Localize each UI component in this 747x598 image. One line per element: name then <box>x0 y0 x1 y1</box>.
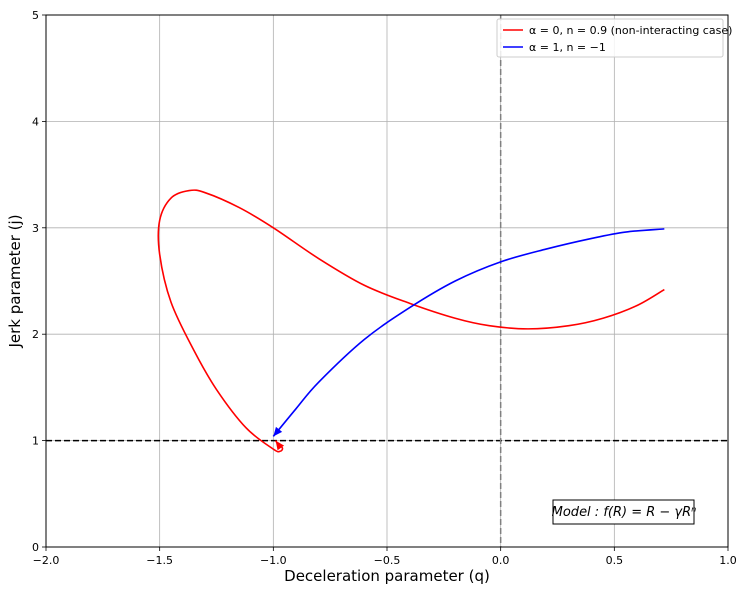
series-2-arrowhead <box>273 426 283 437</box>
legend-label-2: α = 1, n = −1 <box>529 41 606 54</box>
y-tick-label: 3 <box>32 222 39 235</box>
x-tick-label: −2.0 <box>33 554 60 567</box>
legend-box <box>496 18 724 58</box>
y-axis-label: Jerk parameter (j) <box>6 214 24 348</box>
series-2-line <box>272 228 665 437</box>
series-1-line <box>157 189 665 453</box>
annotation-text: Model : f(R) = R − γRⁿ <box>552 505 697 520</box>
model-annotation: Model : f(R) = R − γRⁿ <box>552 499 697 525</box>
series-layer <box>157 189 665 453</box>
x-tick-label: 1.0 <box>719 554 737 567</box>
x-axis-label: Deceleration parameter (q) <box>284 567 490 585</box>
series-1-arrowhead <box>275 440 285 451</box>
y-tick-label: 1 <box>32 435 39 448</box>
y-tick-label: 2 <box>32 328 39 341</box>
y-tick-label: 4 <box>32 115 39 128</box>
y-tick-label: 5 <box>32 9 39 22</box>
legend: α = 0, n = 0.9 (non-interacting case) α =… <box>496 18 732 58</box>
x-tick-label: 0.5 <box>606 554 624 567</box>
legend-label-1: α = 0, n = 0.9 (non-interacting case) <box>529 24 732 37</box>
annotation-box <box>552 499 695 525</box>
reference-lines <box>46 15 728 547</box>
x-tick-label: −1.0 <box>260 554 287 567</box>
x-tick-label: 0.0 <box>492 554 510 567</box>
axis-ticks: −2.0 −1.5 −1.0 −0.5 0.0 0.5 1.0 0 1 2 3 4 5 <box>32 9 737 567</box>
x-tick-label: −0.5 <box>374 554 401 567</box>
y-tick-label: 0 <box>32 541 39 554</box>
grid-layer <box>45 14 729 548</box>
x-tick-label: −1.5 <box>146 554 173 567</box>
